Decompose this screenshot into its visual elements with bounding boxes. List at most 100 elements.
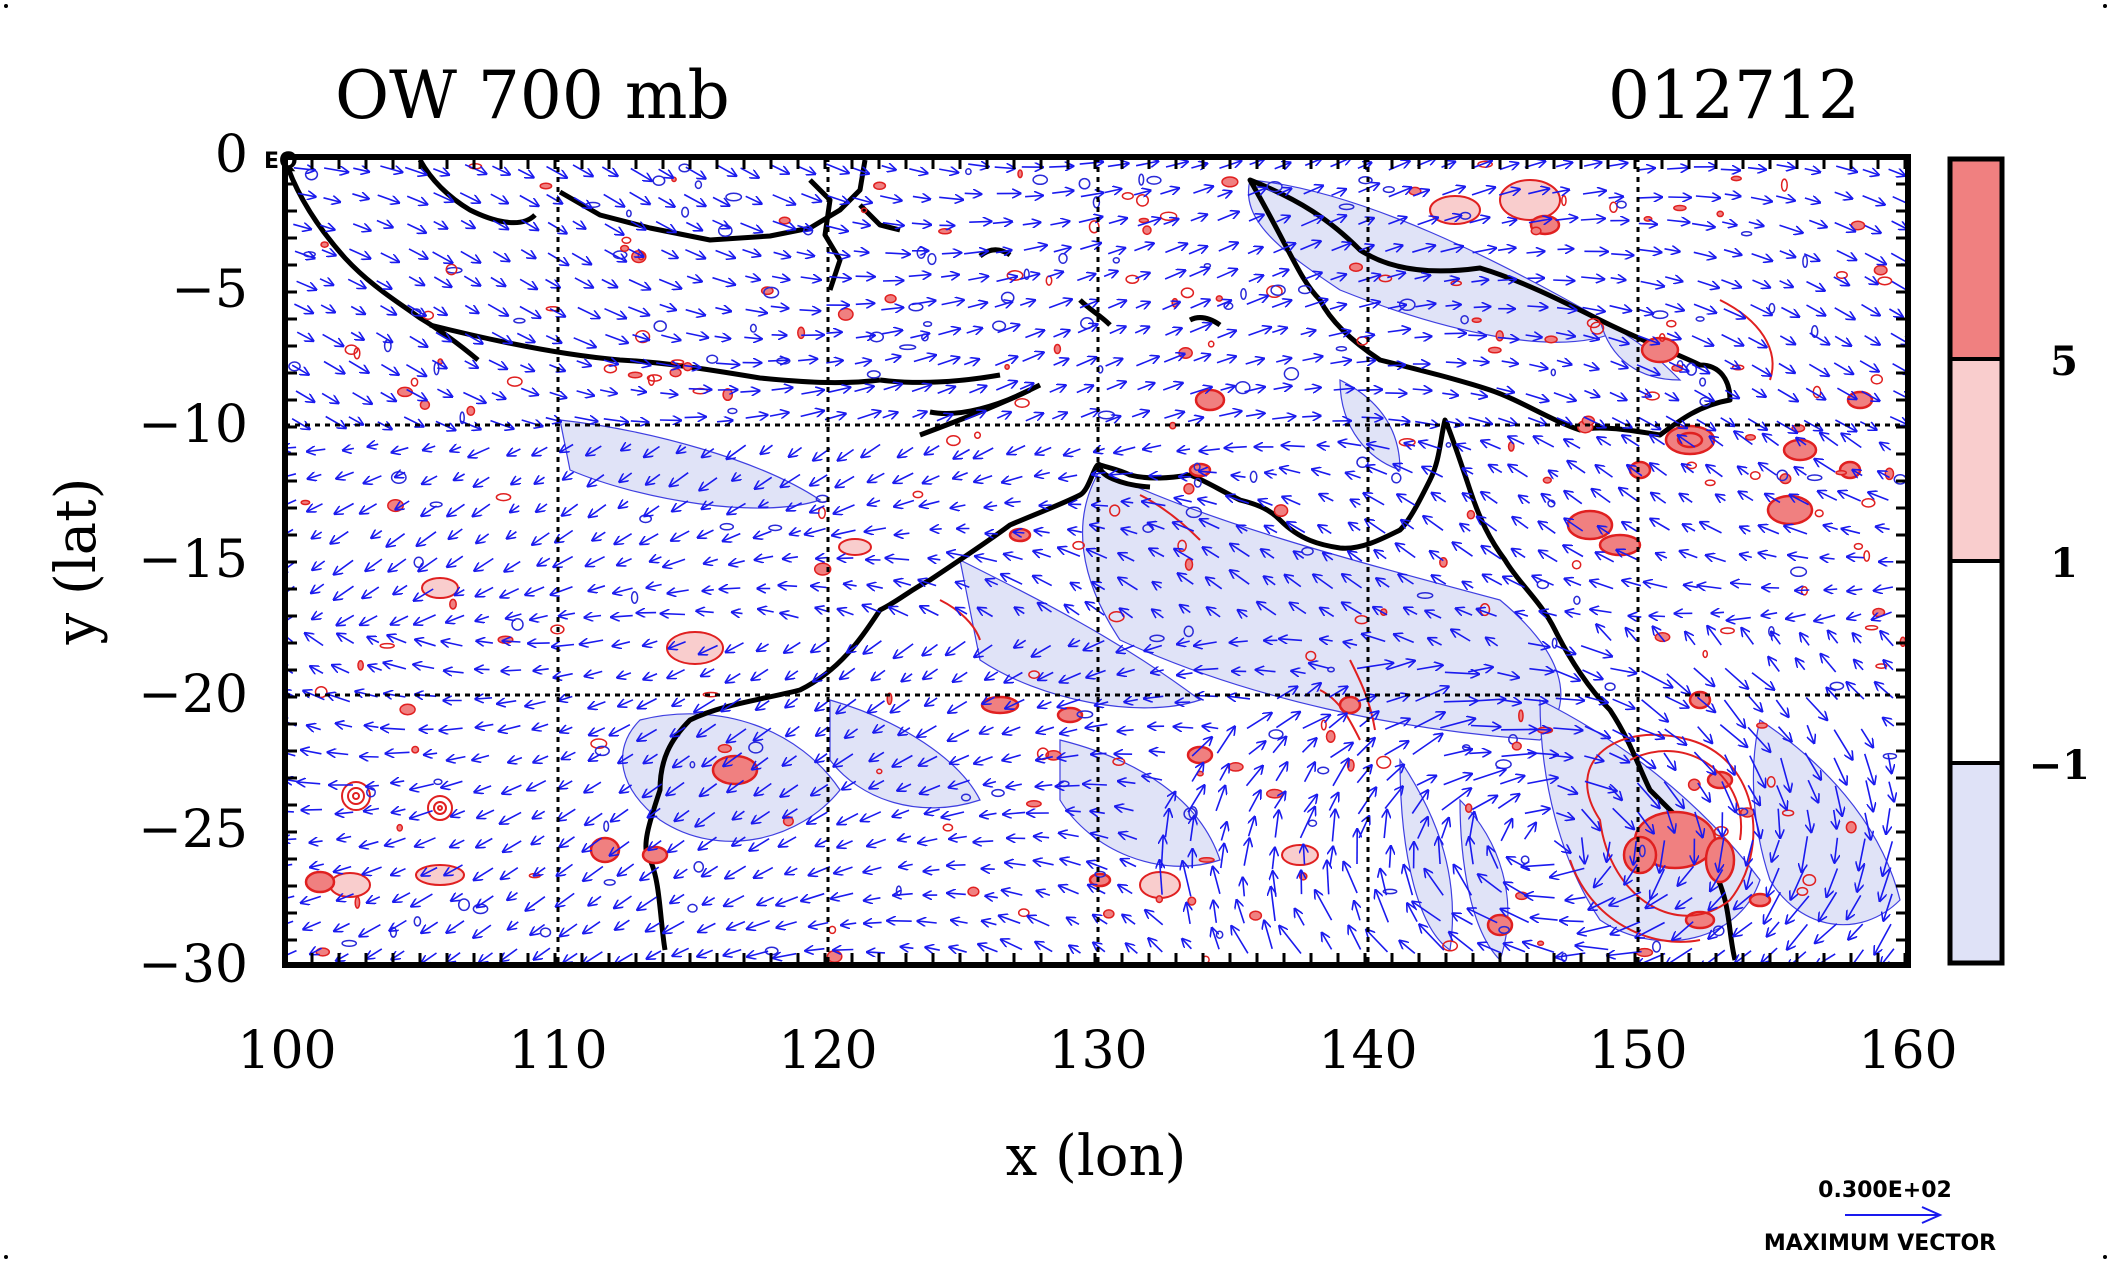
colorbar-label: −1	[2029, 742, 2090, 789]
wind-vector	[910, 334, 928, 338]
ow-speckle	[671, 176, 677, 183]
wind-vector	[406, 364, 425, 376]
wind-vector	[882, 223, 903, 226]
wind-vector	[855, 276, 875, 277]
ow-speckle	[1573, 595, 1581, 605]
wind-vector	[1137, 219, 1160, 227]
y-axis: 0 −5 −10 −15 −20 −25 −30	[138, 125, 248, 995]
wind-vector	[350, 333, 363, 340]
wind-vector	[1712, 612, 1725, 613]
ow-speckle	[1744, 434, 1757, 441]
wind-vector	[521, 219, 538, 230]
ow-speckle	[1702, 649, 1709, 659]
wind-vector	[826, 252, 849, 256]
wind-vector	[967, 303, 987, 308]
wind-vector	[881, 166, 896, 170]
wind-vector	[1665, 304, 1683, 310]
ow-speckle	[1146, 175, 1162, 185]
wind-vector	[1804, 198, 1820, 202]
wind-vector	[1582, 308, 1605, 312]
ow-speckle	[1780, 178, 1788, 192]
ow-speckle	[1183, 625, 1194, 638]
ow-speckle	[681, 206, 690, 218]
wind-vector	[1666, 333, 1680, 338]
wind-vector	[745, 276, 759, 280]
wind-vector	[1025, 196, 1042, 197]
wind-vector	[503, 641, 521, 642]
wind-vector	[1529, 729, 1550, 730]
wind-vector	[297, 193, 315, 196]
ow-speckle	[1178, 347, 1193, 359]
wind-vector	[779, 585, 798, 586]
wind-vector	[294, 250, 314, 258]
ow-speckle	[419, 399, 431, 411]
wind-vector	[1864, 224, 1880, 233]
wind-vector	[1796, 590, 1810, 591]
wind-vector	[1636, 364, 1659, 375]
wind-vector	[1779, 281, 1793, 287]
wind-vector	[771, 335, 787, 336]
ow-speckle	[459, 411, 465, 425]
wind-vector	[1080, 193, 1103, 197]
colorbar: 5 1 −1	[1947, 156, 2090, 966]
ow-speckle	[1609, 201, 1618, 214]
wind-vector	[1443, 701, 1477, 702]
equator-label: EQ	[264, 149, 298, 174]
wind-vector	[1019, 274, 1038, 279]
ow-speckle	[1025, 800, 1042, 808]
ow-speckle	[449, 598, 457, 610]
y-axis-title: y (lat)	[44, 478, 109, 646]
wind-vector	[1163, 219, 1178, 224]
wind-vector	[994, 302, 1012, 307]
ow-speckle	[630, 591, 639, 604]
wind-vector	[852, 168, 869, 174]
wind-vector	[519, 305, 540, 318]
wind-vector	[1526, 251, 1545, 253]
wind-vector	[1497, 279, 1516, 280]
wind-vector	[460, 250, 480, 262]
wind-vector	[1779, 224, 1803, 232]
wind-vector	[1271, 300, 1291, 309]
wind-vector	[1497, 338, 1518, 340]
ow-speckle	[1240, 288, 1247, 300]
wind-vector	[1188, 247, 1207, 255]
ow-speckle	[1487, 346, 1502, 354]
wind-vector	[656, 363, 679, 367]
wind-vector	[1248, 215, 1263, 221]
ow-speckle	[1806, 474, 1823, 482]
wind-vector	[1583, 335, 1598, 339]
wind-vector	[319, 225, 334, 230]
wind-vector	[1216, 301, 1230, 307]
wind-vector	[1442, 187, 1464, 196]
wind-vector	[520, 365, 533, 371]
ow-speckle	[965, 168, 972, 176]
ow-speckle	[960, 793, 972, 802]
ow-speckle	[899, 344, 917, 351]
colorbar-band-negative	[1950, 763, 2002, 963]
wind-vector	[1358, 218, 1373, 224]
wind-vector	[1443, 279, 1458, 282]
wind-vector	[1276, 216, 1290, 222]
wind-vector	[1304, 300, 1327, 308]
ow-speckle	[927, 253, 937, 266]
ow-speckle	[1604, 682, 1616, 692]
ow-speckle	[341, 939, 358, 948]
ow-speckle	[379, 642, 395, 649]
wind-vector	[996, 277, 1017, 282]
ow-speckle	[991, 788, 1005, 798]
wind-vector	[321, 392, 338, 403]
wind-vector	[712, 196, 729, 205]
wind-vector	[661, 614, 686, 615]
wind-vector	[1808, 363, 1828, 375]
wind-vector	[817, 558, 828, 559]
ow-speckle	[1249, 910, 1263, 921]
ow-speckle	[797, 326, 806, 340]
wind-vector	[1022, 222, 1040, 224]
wind-vector	[1302, 356, 1323, 360]
wind-vector	[770, 306, 788, 308]
coast-malaya	[417, 158, 537, 226]
wind-vector	[1555, 163, 1572, 167]
x-tick-label: 140	[1318, 1021, 1417, 1081]
wind-vector	[1165, 328, 1181, 335]
wind-vector	[1444, 216, 1460, 221]
